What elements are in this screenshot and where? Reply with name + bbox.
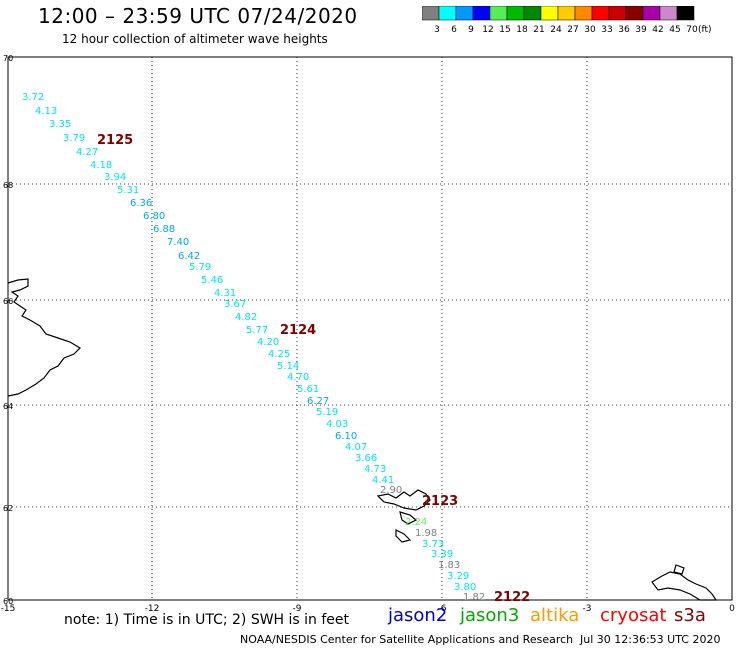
- wave-height-label: 1.98: [415, 528, 437, 539]
- wave-height-label: 3.94: [104, 172, 126, 183]
- lat-tick-label: 66: [3, 297, 13, 306]
- colorbar-tick-label: 3: [434, 25, 440, 35]
- colorbar-tick-label: 42: [652, 25, 663, 35]
- colorbar-tick-label: 24: [550, 25, 562, 35]
- lon-tick-label: -6: [438, 604, 447, 614]
- wave-height-label: 6.10: [335, 431, 357, 442]
- colorbar-tick-label: 9: [468, 25, 474, 35]
- colorbar-tick-label: 6: [451, 25, 457, 35]
- wave-height-label: 4.27: [76, 147, 98, 158]
- orbit-pass-label: 2125: [97, 133, 133, 148]
- wave-height-label: 5.61: [297, 384, 319, 395]
- lat-tick-label: 70: [3, 54, 13, 63]
- wave-height-label: 4.25: [268, 349, 290, 360]
- map-frame: [7, 56, 733, 601]
- wave-height-label: 4.41: [372, 475, 394, 486]
- colorbar-tick-label: 45: [669, 25, 680, 35]
- colorbar-tick-label: 15: [499, 25, 510, 35]
- lon-tick-label: 0: [729, 604, 735, 614]
- wave-height-label: 6.80: [143, 211, 165, 222]
- lat-tick-label: 60: [3, 597, 13, 606]
- orbit-pass-label: 2122: [494, 590, 530, 605]
- wave-height-label: 5.14: [277, 361, 299, 372]
- wave-height-label: 4.03: [326, 419, 348, 430]
- wave-height-label: 2.90: [380, 485, 402, 496]
- wave-height-label: 3.39: [431, 549, 453, 560]
- colorbar-tick-label: 12: [482, 25, 493, 35]
- wave-height-label: 3.66: [355, 453, 377, 464]
- legend-jason3: jason3: [460, 605, 520, 626]
- colorbar-tick-label: 36: [618, 25, 630, 35]
- wave-height-label: 5.46: [201, 275, 223, 286]
- colorbar-tick-label: 21: [533, 25, 544, 35]
- wave-height-label: 4.70: [287, 372, 309, 383]
- lon-tick-label: -3: [583, 604, 592, 614]
- colorbar-tick-label: 27: [567, 25, 578, 35]
- lat-tick-label: 68: [3, 181, 13, 190]
- wave-height-label: 6.88: [153, 224, 175, 235]
- wave-height-label: 2.24: [405, 517, 427, 528]
- lat-tick-label: 64: [3, 402, 13, 411]
- colorbar-swatch: [676, 6, 695, 21]
- wave-height-label: 4.07: [345, 442, 367, 453]
- colorbar-unit: (ft): [698, 25, 712, 35]
- faroe-islands-coast: [395, 529, 412, 543]
- wave-height-label: 6.36: [130, 198, 152, 209]
- wave-height-label: 5.77: [246, 325, 268, 336]
- wave-height-label: 4.82: [235, 312, 257, 323]
- colorbar-tick-label: 70: [686, 25, 698, 35]
- colorbar-tick-label: 39: [635, 25, 647, 35]
- wave-height-label: 4.13: [35, 106, 57, 117]
- map-title: 12:00 – 23:59 UTC 07/24/2020: [38, 4, 358, 28]
- wave-height-label: 3.29: [447, 571, 469, 582]
- wave-height-label: 1.83: [438, 560, 460, 571]
- scotland-coast: [651, 571, 718, 601]
- wave-height-label: 3.80: [454, 582, 476, 593]
- legend-cryosat: cryosat: [600, 605, 667, 626]
- orkney-coast: [673, 564, 685, 575]
- wave-height-label: 5.19: [316, 407, 338, 418]
- legend-altika: altika: [530, 605, 580, 626]
- wave-height-label: 4.20: [257, 337, 279, 348]
- wave-height-label: 5.79: [189, 262, 211, 273]
- lat-tick-label: 62: [3, 504, 13, 513]
- colorbar-tick-label: 18: [516, 25, 528, 35]
- legend-jason2: jason2: [388, 605, 448, 626]
- wave-height-label: 1.82: [463, 592, 485, 603]
- faroe-islands-coast: [399, 511, 418, 525]
- wave-height-label: 5.31: [117, 185, 139, 196]
- wave-height-label: 3.35: [49, 119, 71, 130]
- colorbar-tick-label: 30: [584, 25, 596, 35]
- footer-timestamp: Jul 30 12:36:53 UTC 2020: [580, 633, 721, 646]
- footer-credit: NOAA/NESDIS Center for Satellite Applica…: [240, 633, 574, 646]
- orbit-pass-label: 2124: [280, 323, 316, 338]
- wave-height-label: 4.73: [364, 464, 386, 475]
- colorbar-tick-label: 33: [601, 25, 612, 35]
- wave-height-label: 3.72: [22, 92, 44, 103]
- orbit-pass-label: 2123: [422, 494, 458, 509]
- note-text: note: 1) Time is in UTC; 2) SWH is in fe…: [64, 612, 350, 628]
- wave-height-label: 7.40: [167, 237, 189, 248]
- faroe-islands-coast: [376, 489, 431, 511]
- lon-tick-label: -9: [293, 604, 302, 614]
- greenland-coast: [7, 278, 81, 397]
- wave-height-label: 3.79: [63, 133, 85, 144]
- wave-height-label: 4.31: [214, 288, 236, 299]
- wave-height-label: 4.18: [90, 160, 112, 171]
- lon-tick-label: -15: [1, 604, 16, 614]
- legend-s3a: s3a: [674, 605, 706, 626]
- wave-height-label: 6.42: [178, 251, 200, 262]
- map-subtitle: 12 hour collection of altimeter wave hei…: [62, 32, 328, 46]
- colorbar-legend: 3 6 9 12 15 18 21 24 27 30 33 36 39 42 45 70 (ft): [422, 6, 712, 35]
- wave-height-label: 3.67: [224, 299, 246, 310]
- lon-tick-label: -12: [145, 604, 160, 614]
- wave-height-label: 3.73: [422, 539, 444, 550]
- wave-height-label: 6.27: [307, 396, 329, 407]
